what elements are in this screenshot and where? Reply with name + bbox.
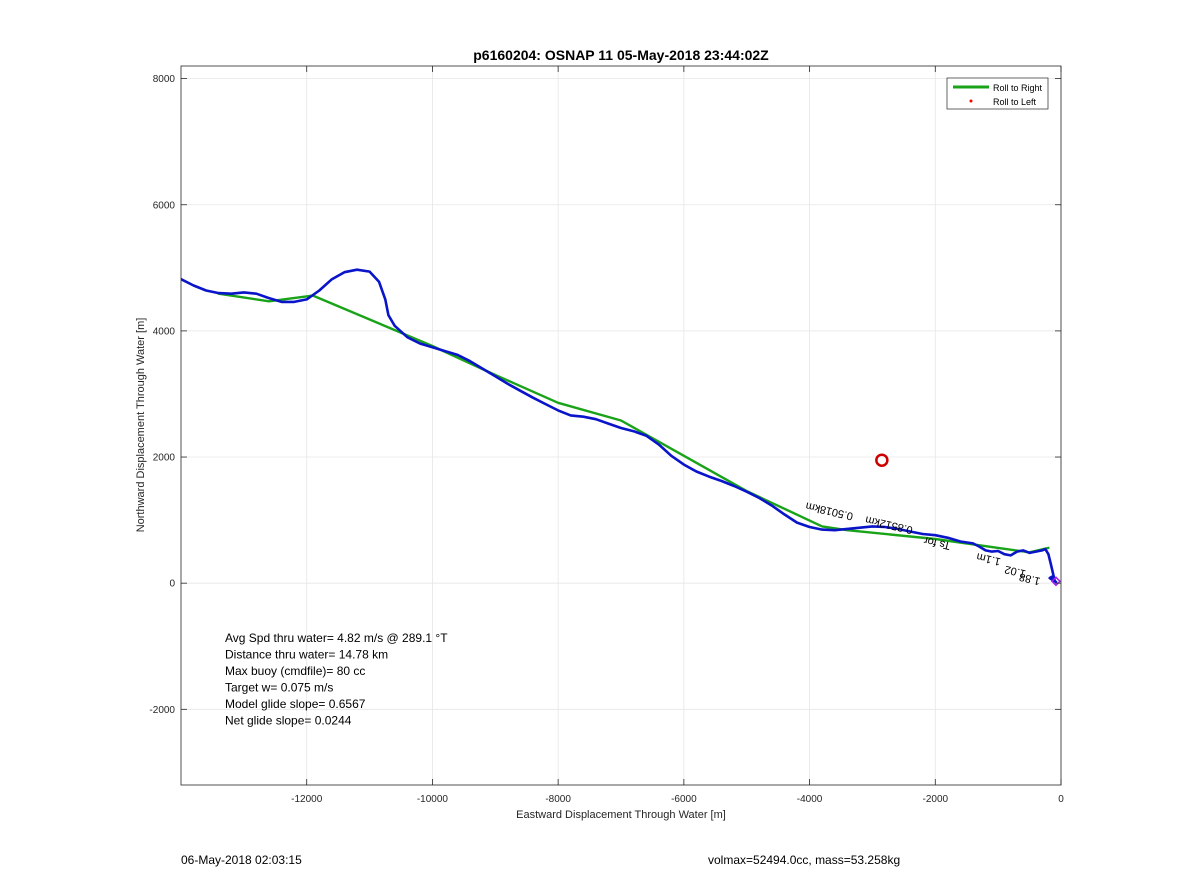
y-tick-label: 8000 <box>153 74 176 85</box>
footer-timestamp: 06-May-2018 02:03:15 <box>181 853 302 867</box>
stats-line: Target w= 0.075 m/s <box>225 681 333 695</box>
legend-label-roll-right: Roll to Right <box>993 83 1043 93</box>
surface-distance-label: 1.1m <box>975 550 1002 567</box>
y-tick-label: 6000 <box>153 200 176 211</box>
axes-layer: -12000 -10000 -8000 -6000 -4000 -2000 0 -2000 0 2… <box>149 66 1064 805</box>
x-tick-label: -4000 <box>797 794 823 805</box>
stats-line: Model glide slope= 0.6567 <box>225 697 366 711</box>
plot-frame <box>180 65 1062 786</box>
x-tick-label: 0 <box>1058 794 1064 805</box>
markers-layer <box>875 453 1062 587</box>
surface-distance-label: Ts for <box>922 534 951 552</box>
trajectory-line <box>181 268 1058 584</box>
x-tick-label: -2000 <box>922 794 948 805</box>
stats-annotations: Avg Spd thru water= 4.82 m/s @ 289.1 °T D… <box>225 631 448 728</box>
stats-line: Avg Spd thru water= 4.82 m/s @ 289.1 °T <box>225 631 448 645</box>
surface-distance-label: 1.02 <box>1004 563 1028 580</box>
y-tick-label: 2000 <box>153 453 176 464</box>
stats-line: Net glide slope= 0.0244 <box>225 714 352 728</box>
footer-mass-info: volmax=52494.0cc, mass=53.258kg <box>708 853 901 867</box>
surface-distance-label: 1.88 <box>1018 570 1042 587</box>
stats-line: Max buoy (cmdfile)= 80 cc <box>225 664 365 678</box>
x-tick-label: -10000 <box>417 794 449 805</box>
legend-swatch-roll-left <box>969 99 973 103</box>
y-tick-label: 0 <box>169 579 175 590</box>
y-tick-label: 4000 <box>153 326 176 337</box>
red-circle-marker <box>875 453 889 467</box>
x-axis-label: Eastward Displacement Through Water [m] <box>516 809 726 821</box>
legend-label-roll-left: Roll to Left <box>993 97 1037 107</box>
y-tick-label: -2000 <box>149 705 175 716</box>
series-layer <box>181 268 1058 584</box>
plot-background <box>181 66 1061 785</box>
stats-line: Distance thru water= 14.78 km <box>225 648 388 662</box>
end-diamond-marker <box>1050 576 1062 587</box>
chart-title: p6160204: OSNAP 11 05-May-2018 23:44:02Z <box>473 47 769 63</box>
legend-box <box>946 77 1049 110</box>
grid <box>181 66 1062 785</box>
x-tick-label: -8000 <box>545 794 571 805</box>
x-tick-label: -6000 <box>671 794 697 805</box>
y-axis-label: Northward Displacement Through Water [m] <box>135 318 147 533</box>
legend: Roll to Right Roll to Left <box>946 77 1049 110</box>
x-tick-label: -12000 <box>291 794 323 805</box>
